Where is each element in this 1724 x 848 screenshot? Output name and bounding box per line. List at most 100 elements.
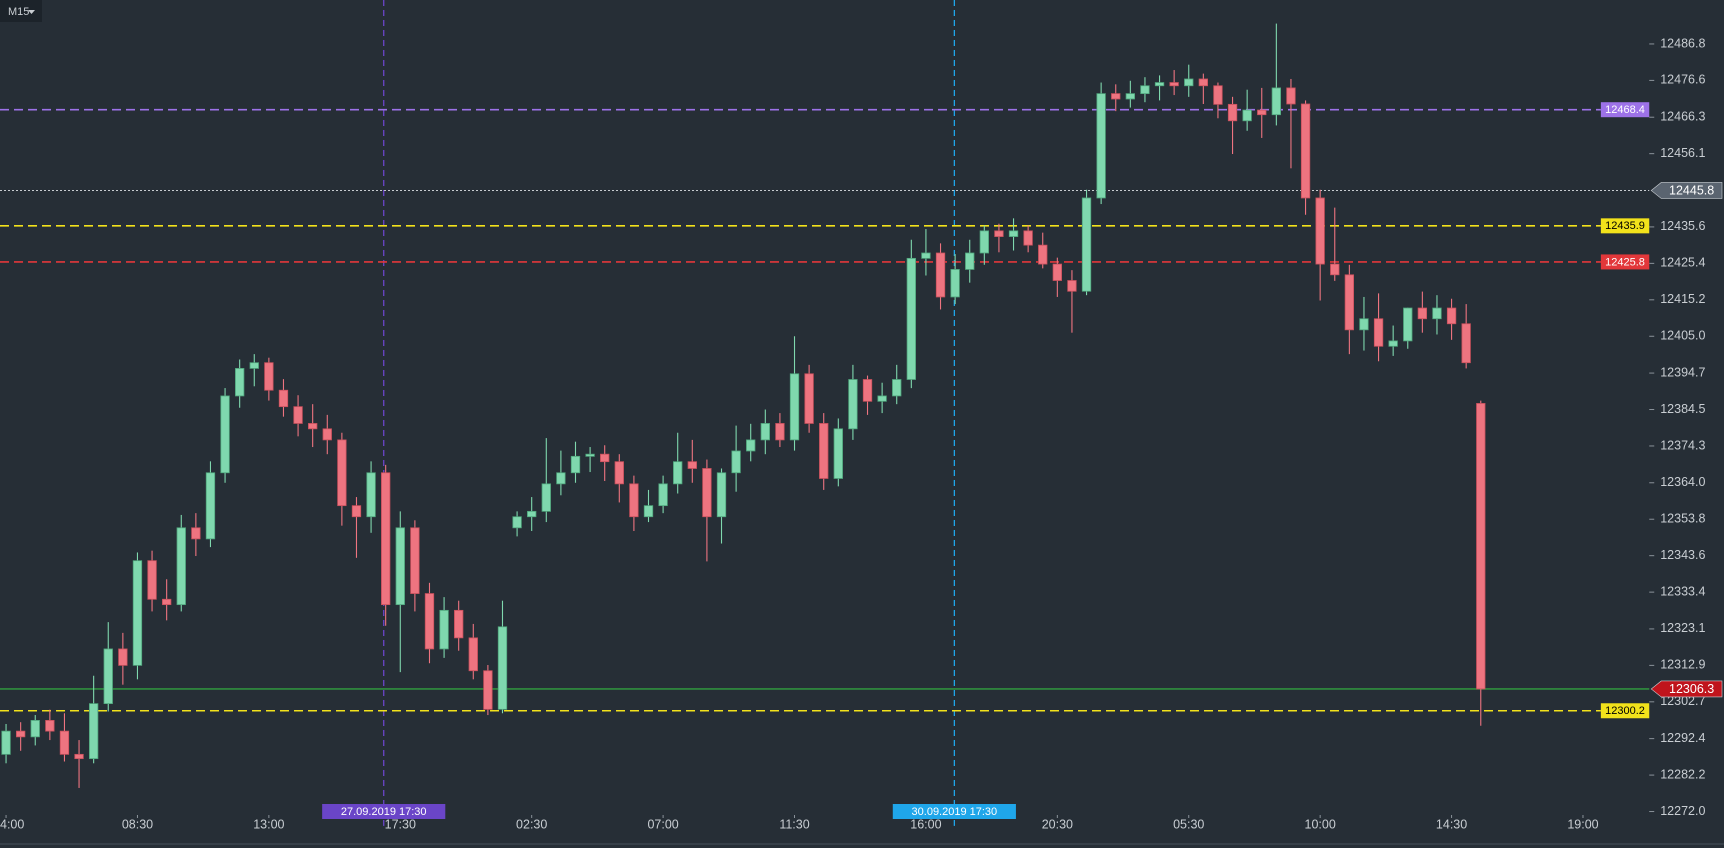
- timeframe-label[interactable]: M15: [8, 6, 29, 18]
- candle-body: [1344, 274, 1355, 331]
- candle-body: [1359, 318, 1369, 331]
- candle-body: [1081, 197, 1092, 292]
- candle-body: [483, 670, 493, 710]
- dropdown-caret[interactable]: [28, 10, 35, 14]
- level-tag-label: 12425.8: [1605, 256, 1645, 268]
- y-tick-label: 12435.6: [1660, 219, 1705, 233]
- candle-body: [147, 560, 157, 600]
- x-tick-label: 10:00: [1305, 817, 1336, 831]
- candle-body: [862, 379, 873, 402]
- y-tick-label: 12394.7: [1660, 365, 1705, 379]
- candle-body: [629, 483, 639, 518]
- candle-body: [716, 472, 727, 518]
- level-tag-label: 12300.2: [1605, 705, 1645, 717]
- price-tag-label: 12445.8: [1669, 183, 1714, 197]
- candle-body: [585, 453, 595, 457]
- candle-body: [1038, 244, 1048, 265]
- candle-body: [833, 428, 843, 479]
- event-tag: [892, 804, 1016, 819]
- candle-body: [950, 269, 960, 298]
- candle-body: [935, 252, 946, 298]
- candle-body: [1213, 85, 1223, 105]
- candle-body: [746, 439, 756, 452]
- candle-body: [673, 461, 683, 485]
- candle-body: [497, 626, 508, 710]
- candle-body: [877, 395, 887, 402]
- candle-body: [643, 505, 654, 518]
- candle-body: [731, 450, 741, 474]
- candle-body: [1271, 87, 1282, 116]
- candle-body: [220, 395, 230, 474]
- x-tick-label: 16:00: [910, 817, 941, 831]
- x-tick-label: 19:00: [1567, 817, 1598, 831]
- x-tick-label: 4:00: [0, 817, 24, 831]
- candle-body: [1300, 103, 1311, 199]
- candle-body: [337, 439, 347, 507]
- candle-body: [600, 453, 610, 463]
- candle-body: [118, 648, 128, 666]
- level-tag-label: 12435.9: [1605, 220, 1645, 232]
- level-tag-label: 12468.4: [1605, 104, 1645, 116]
- candle-body: [74, 753, 84, 760]
- y-tick-label: 12343.6: [1660, 548, 1705, 562]
- timeframe-box[interactable]: [0, 0, 42, 22]
- y-tick-label: 12333.4: [1660, 584, 1705, 598]
- candle-body: [381, 472, 391, 606]
- level-tag: [1600, 254, 1650, 270]
- candle-body: [1432, 307, 1442, 320]
- candle-body: [1461, 323, 1471, 364]
- candle-body: [1446, 307, 1457, 325]
- candle-body: [848, 379, 858, 430]
- candle-body: [994, 230, 1004, 237]
- candle-body: [162, 598, 172, 606]
- y-tick-label: 12312.9: [1660, 658, 1705, 672]
- price-tag-label: 12306.3: [1669, 682, 1714, 696]
- candle-body: [454, 609, 464, 639]
- y-tick-label: 12272.0: [1660, 804, 1705, 818]
- candle-body: [132, 560, 143, 666]
- x-tick-label: 02:30: [516, 817, 547, 831]
- y-tick-label: 12405.0: [1660, 329, 1705, 343]
- candle-body: [1067, 280, 1077, 292]
- candle-body: [570, 455, 581, 474]
- candle-body: [892, 379, 902, 397]
- x-tick-label: 08:30: [122, 817, 153, 831]
- candle-body: [527, 510, 537, 518]
- x-tick-label: 13:00: [253, 817, 284, 831]
- timeframe-button[interactable]: M15: [0, 0, 42, 22]
- candle-body: [1125, 93, 1135, 100]
- y-tick-label: 12364.0: [1660, 475, 1705, 489]
- y-tick-label: 12425.4: [1660, 256, 1705, 270]
- candle-body: [395, 527, 405, 606]
- candle-body: [366, 472, 376, 518]
- candle-body: [819, 423, 829, 479]
- candle-body: [1140, 85, 1150, 95]
- candle-body: [1315, 197, 1325, 265]
- x-tick-label: 07:00: [647, 817, 678, 831]
- y-tick-label: 12323.1: [1660, 621, 1705, 635]
- level-tag: [1600, 102, 1650, 118]
- candle-body: [1111, 93, 1121, 100]
- level-tag: [1600, 703, 1650, 719]
- candle-body: [1388, 340, 1398, 347]
- y-tick-label: 12353.8: [1660, 512, 1705, 526]
- y-tick-label: 12456.1: [1660, 146, 1705, 160]
- y-tick-label: 12466.3: [1660, 110, 1705, 124]
- event-tag-label: 27.09.2019 17:30: [341, 806, 427, 818]
- candle-body: [702, 468, 712, 518]
- candle-body: [906, 257, 916, 380]
- candle-body: [789, 373, 800, 441]
- candle-body: [176, 527, 186, 606]
- x-tick-label: 17:30: [385, 817, 416, 831]
- candle-body: [293, 406, 303, 424]
- candle-body: [512, 516, 522, 529]
- candle-body: [1154, 82, 1165, 87]
- candle-body: [191, 527, 201, 540]
- candle-body: [1096, 93, 1106, 199]
- candle-body: [264, 362, 274, 391]
- candle-body: [89, 703, 99, 760]
- event-tag: [322, 804, 446, 819]
- candle-body: [804, 373, 814, 424]
